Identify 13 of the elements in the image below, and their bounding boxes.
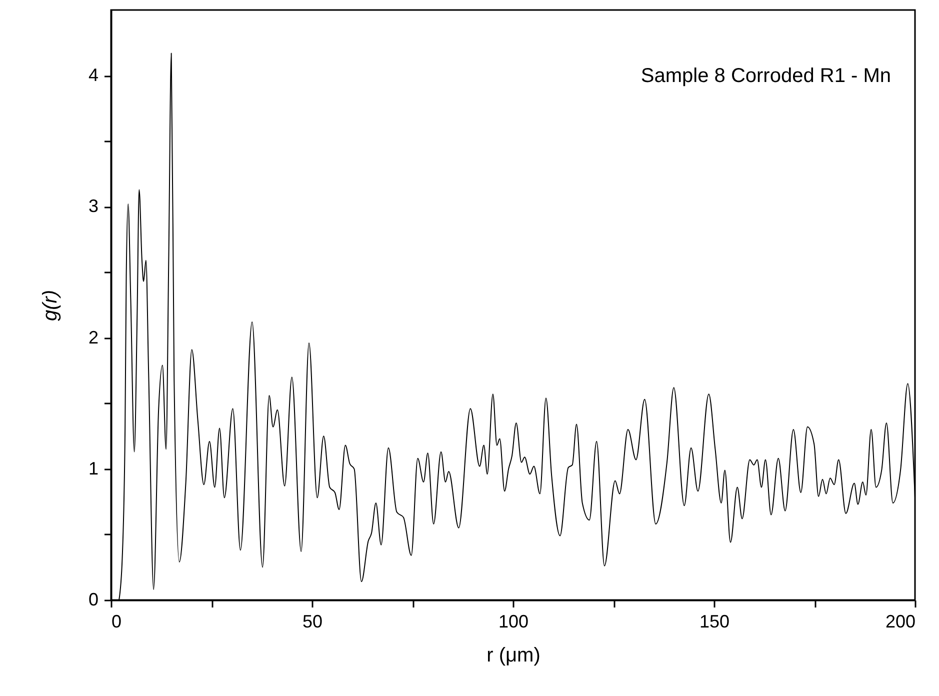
x-tick-label: 50 xyxy=(302,612,323,632)
y-tick-label: 3 xyxy=(88,196,98,216)
x-tick-label: 0 xyxy=(112,612,122,632)
annotation: Sample 8 Corroded R1 - Mn xyxy=(640,65,891,87)
y-tick-label: 1 xyxy=(88,458,98,478)
y-axis-title: g(r) xyxy=(39,290,62,322)
y-tick-label: 2 xyxy=(88,327,98,348)
x-tick-label: 200 xyxy=(885,612,916,632)
y-tick-label: 0 xyxy=(88,590,98,610)
y-tick-label: 4 xyxy=(88,65,98,86)
x-axis-title: r (μm) xyxy=(486,644,540,666)
x-tick-label: 150 xyxy=(699,612,730,632)
x-tick-label: 100 xyxy=(498,612,529,632)
